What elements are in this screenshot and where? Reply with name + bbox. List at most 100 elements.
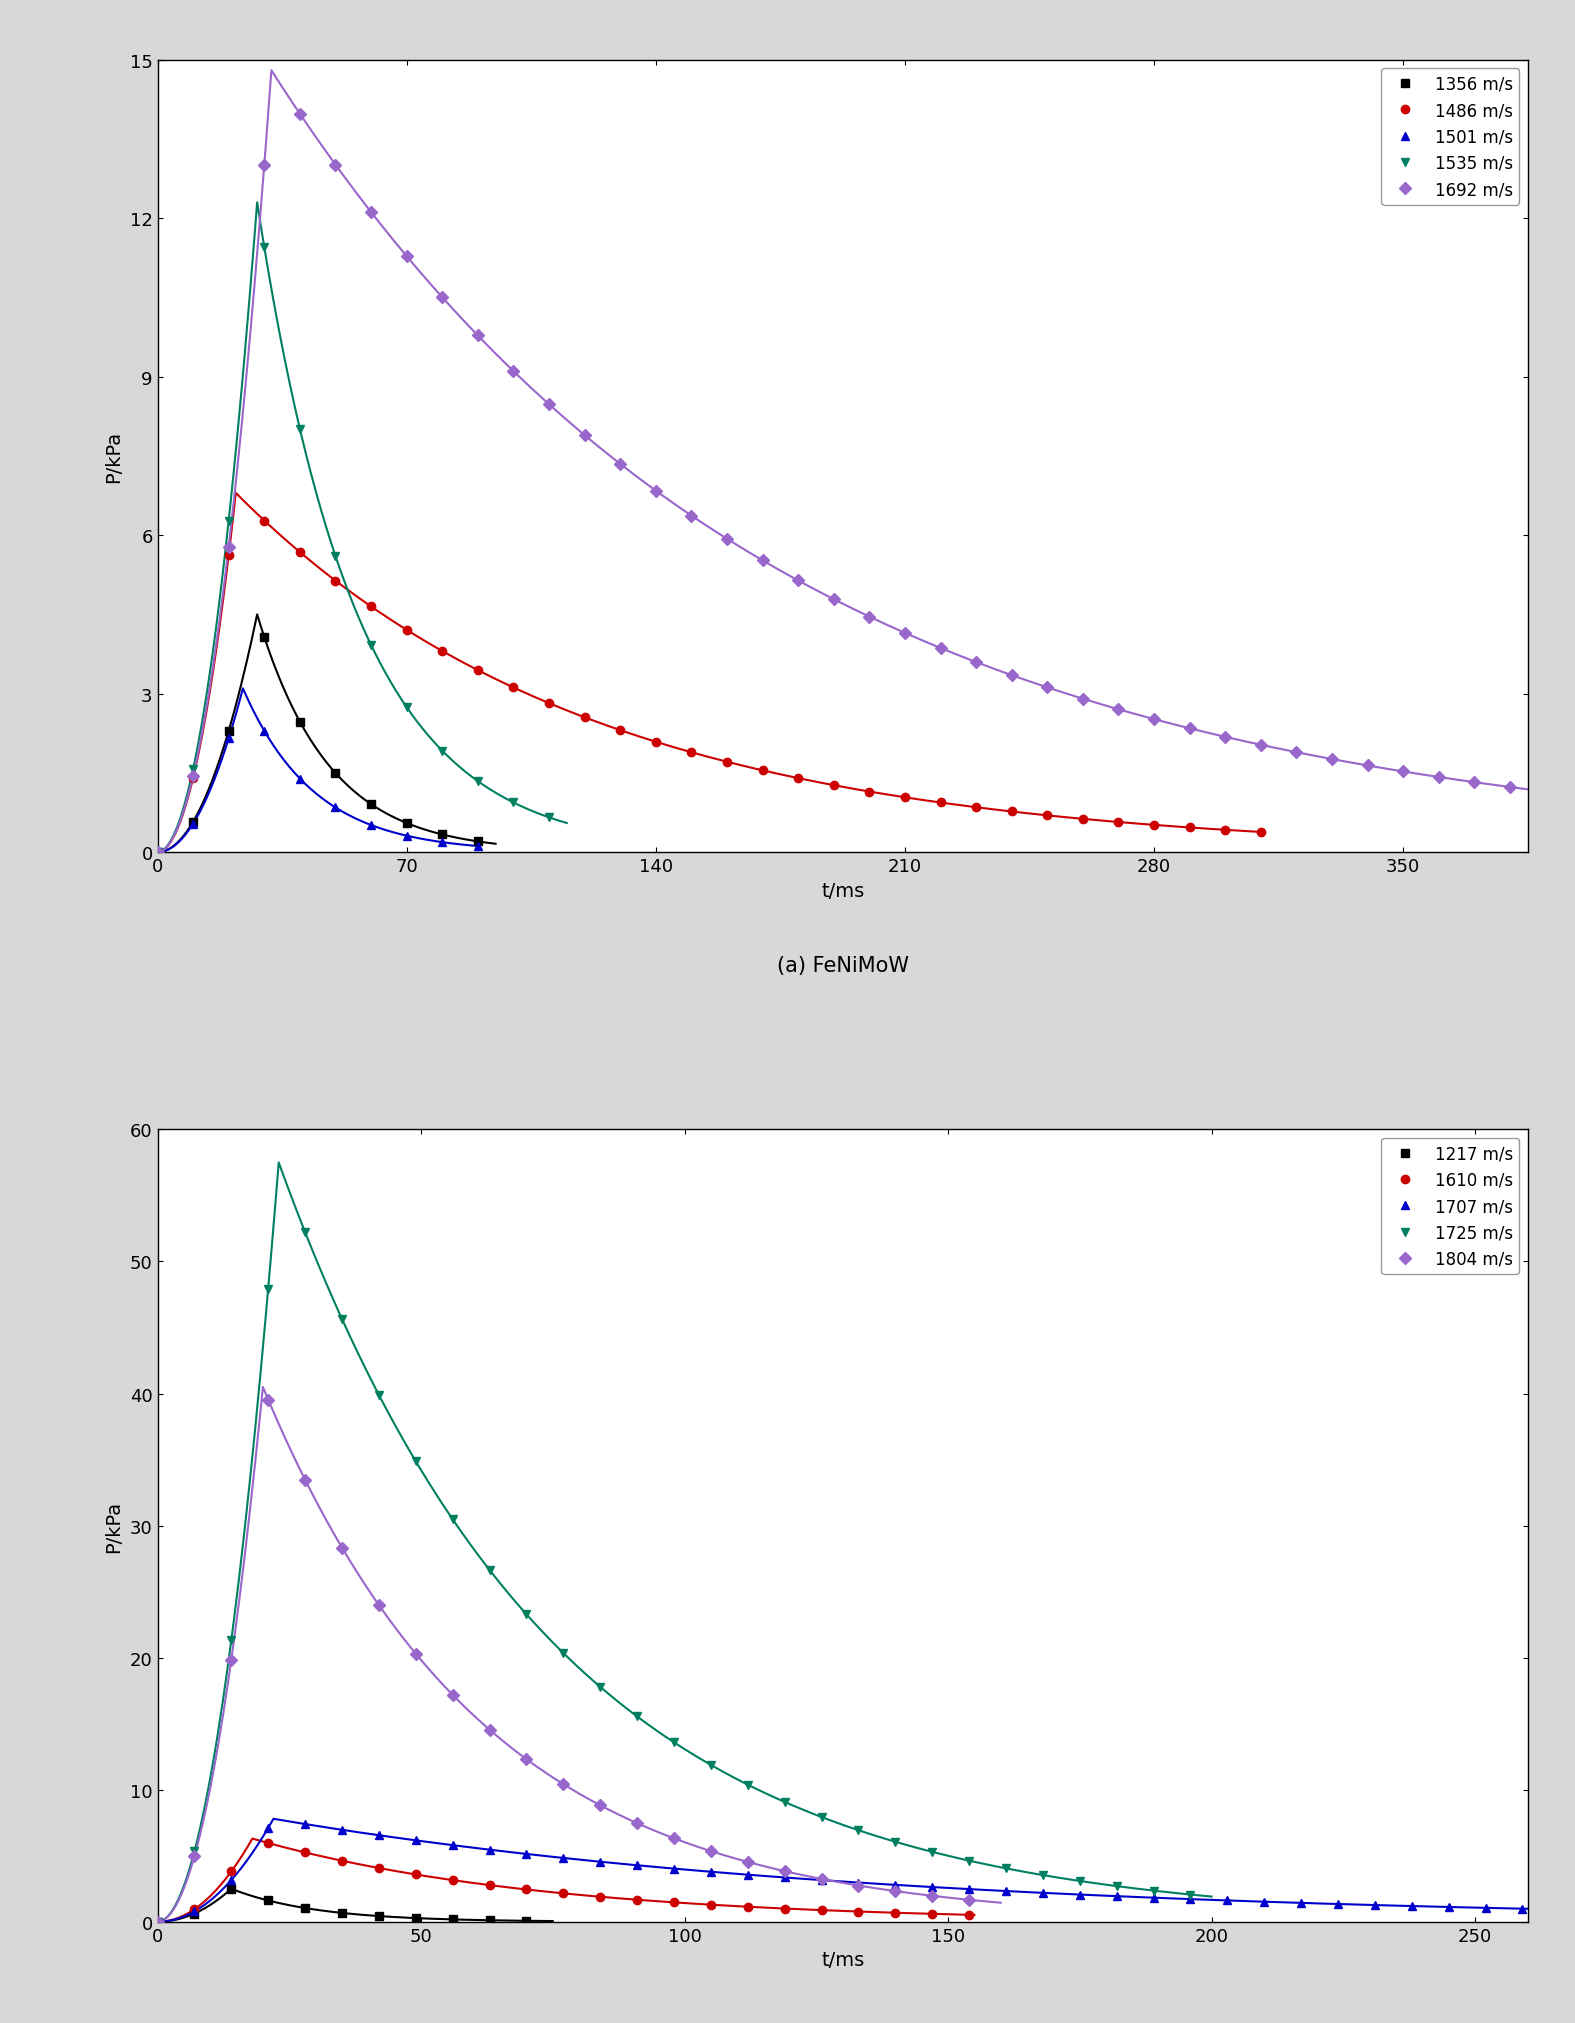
1535 m/s: [468, 769, 487, 793]
1692 m/s: [682, 504, 701, 528]
1725 m/s: [1107, 1873, 1126, 1898]
1610 m/s: [296, 1841, 315, 1865]
1535 m/s: [148, 840, 167, 864]
1692 m/s: [575, 423, 594, 447]
1692 m/s: [1358, 755, 1377, 779]
1486 m/s: [789, 767, 808, 791]
1610 m/s: [849, 1900, 868, 1924]
1610 m/s: [665, 1889, 684, 1914]
1217 m/s: [406, 1906, 425, 1930]
1217 m/s: [258, 1887, 277, 1912]
1217 m/s: [296, 1896, 315, 1920]
1501 m/s: [255, 720, 274, 744]
1356 m/s: [148, 840, 167, 864]
1725 m/s: [222, 1629, 241, 1653]
Line: 1725 m/s: 1725 m/s: [153, 1228, 1194, 1926]
1804 m/s: [258, 1388, 277, 1412]
1692 m/s: [1216, 726, 1235, 751]
1610 m/s: [923, 1902, 942, 1926]
1804 m/s: [923, 1883, 942, 1908]
1707 m/s: [1366, 1894, 1384, 1918]
1804 m/s: [775, 1859, 794, 1883]
1692 m/s: [219, 536, 238, 560]
1804 m/s: [406, 1643, 425, 1667]
1804 m/s: [332, 1535, 351, 1560]
1486 m/s: [1145, 813, 1164, 838]
Line: 1501 m/s: 1501 m/s: [153, 726, 482, 858]
1725 m/s: [665, 1730, 684, 1754]
1692 m/s: [1430, 765, 1449, 789]
1486 m/s: [1109, 811, 1128, 835]
1692 m/s: [860, 605, 879, 629]
1725 m/s: [443, 1507, 461, 1531]
1486 m/s: [1038, 803, 1057, 827]
1501 m/s: [397, 823, 416, 848]
1707 m/s: [591, 1849, 610, 1873]
1804 m/s: [849, 1873, 868, 1898]
1501 m/s: [219, 726, 238, 751]
1804 m/s: [554, 1772, 573, 1796]
1486 m/s: [753, 759, 772, 783]
1725 m/s: [184, 1839, 203, 1863]
1707 m/s: [554, 1845, 573, 1869]
1356 m/s: [255, 625, 274, 649]
1610 m/s: [443, 1867, 461, 1892]
1707 m/s: [1476, 1896, 1495, 1920]
1707 m/s: [885, 1873, 904, 1898]
X-axis label: t/ms: t/ms: [821, 1950, 865, 1968]
1217 m/s: [443, 1908, 461, 1932]
1725 m/s: [923, 1839, 942, 1863]
1804 m/s: [813, 1867, 832, 1892]
1707 m/s: [849, 1871, 868, 1896]
Y-axis label: P/kPa: P/kPa: [104, 431, 123, 483]
1610 m/s: [591, 1885, 610, 1910]
1610 m/s: [184, 1898, 203, 1922]
1707 m/s: [1143, 1885, 1162, 1910]
1725 m/s: [1033, 1863, 1052, 1887]
1707 m/s: [406, 1829, 425, 1853]
1804 m/s: [443, 1683, 461, 1707]
1692 m/s: [611, 453, 630, 477]
1486 m/s: [931, 791, 950, 815]
1725 m/s: [148, 1910, 167, 1934]
1692 m/s: [1109, 698, 1128, 722]
1486 m/s: [896, 785, 915, 809]
1692 m/s: [1323, 749, 1342, 773]
1486 m/s: [326, 568, 345, 593]
1486 m/s: [611, 718, 630, 742]
1707 m/s: [813, 1867, 832, 1892]
1217 m/s: [184, 1902, 203, 1926]
1725 m/s: [628, 1705, 647, 1730]
1707 m/s: [443, 1833, 461, 1857]
1610 m/s: [701, 1894, 720, 1918]
1692 m/s: [1002, 664, 1021, 688]
1692 m/s: [1038, 676, 1057, 700]
X-axis label: t/ms: t/ms: [821, 882, 865, 900]
1804 m/s: [296, 1469, 315, 1493]
1692 m/s: [1465, 771, 1484, 795]
1501 m/s: [290, 767, 309, 791]
1707 m/s: [1292, 1892, 1310, 1916]
1725 m/s: [296, 1220, 315, 1244]
1692 m/s: [184, 765, 203, 789]
1610 m/s: [148, 1910, 167, 1934]
1707 m/s: [370, 1823, 389, 1847]
Text: (a) FeNiMoW: (a) FeNiMoW: [776, 955, 909, 975]
1725 m/s: [370, 1384, 389, 1408]
1707 m/s: [148, 1910, 167, 1934]
1725 m/s: [813, 1805, 832, 1829]
1486 m/s: [148, 840, 167, 864]
1692 m/s: [931, 637, 950, 662]
Y-axis label: P/kPa: P/kPa: [104, 1499, 123, 1552]
1692 m/s: [718, 528, 737, 552]
1707 m/s: [701, 1859, 720, 1883]
Line: 1217 m/s: 1217 m/s: [153, 1885, 531, 1926]
1356 m/s: [184, 811, 203, 835]
1692 m/s: [1287, 740, 1306, 765]
1725 m/s: [1181, 1883, 1200, 1908]
1610 m/s: [813, 1898, 832, 1922]
1707 m/s: [1255, 1889, 1274, 1914]
1486 m/s: [1252, 821, 1271, 846]
1692 m/s: [646, 479, 665, 504]
1707 m/s: [1440, 1896, 1458, 1920]
